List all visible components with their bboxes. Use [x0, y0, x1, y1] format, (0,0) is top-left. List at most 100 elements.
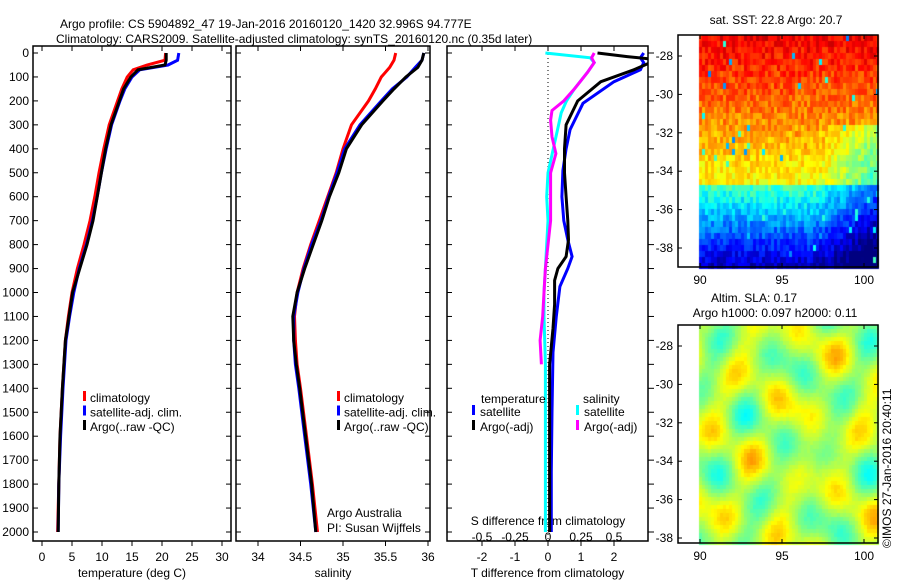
title-line2: Climatology: CARS2009. Satellite-adjuste… [56, 32, 532, 46]
y-tick-label: 1300 [2, 357, 29, 371]
y-tick-label: 800 [9, 238, 29, 252]
y-tick-label: 1000 [2, 286, 29, 300]
x-tick-label: 0 [39, 550, 46, 564]
legend-swatch [472, 405, 475, 415]
x-tick-label: 25 [185, 550, 199, 564]
y-tick-label: 1900 [2, 501, 29, 515]
legend-header-temperature: temperature [481, 392, 546, 406]
legend-label: climatology [90, 391, 150, 405]
x-tick-label: 95 [775, 549, 789, 563]
y-tick-label: -32 [656, 126, 674, 140]
y-tick-label: -36 [656, 493, 674, 507]
x2-tick-label: 0.25 [569, 530, 593, 544]
y-tick-label: 0 [22, 46, 29, 60]
x-axis-label: temperature (deg C) [78, 566, 186, 580]
y-tick-label: -36 [656, 203, 674, 217]
y-tick-label: 2000 [2, 525, 29, 539]
y-tick-label: 900 [9, 262, 29, 276]
y-tick-label: 1700 [2, 453, 29, 467]
map-frame [677, 34, 879, 268]
legend-swatch [83, 420, 86, 430]
legend-label: satellite-adj. clim. [90, 406, 182, 420]
x-tick-label: 0 [545, 550, 552, 564]
legend-label: satellite-adj. clim. [344, 406, 436, 420]
x-tick-label: 15 [125, 550, 139, 564]
x-tick-label: 34.5 [289, 550, 313, 564]
x-tick-label: 95 [775, 273, 789, 287]
series-line-argo-raw-qc- [291, 52, 426, 533]
difference-profile-panel: -2 -1 0 1 2 T difference from climatology -0.5… [446, 45, 654, 580]
x-axis-label: T difference from climatology [471, 566, 625, 580]
y-tick-label: 1800 [2, 477, 29, 491]
legend-swatch [576, 405, 579, 415]
series-line-satellite-adj-clim- [292, 52, 426, 533]
legend-swatch [576, 420, 579, 430]
y-tick-label: 1500 [2, 405, 29, 419]
y-tick-label: 100 [9, 70, 29, 84]
legend-label: Argo(..raw -QC) [90, 420, 175, 434]
x-tick-label: 90 [693, 549, 707, 563]
x-tick-label: 100 [854, 549, 874, 563]
y-tick-label: 500 [9, 166, 29, 180]
legend-swatch [337, 405, 340, 416]
y-tick-label: -38 [656, 241, 674, 255]
x-tick-label: 20 [155, 550, 169, 564]
x-tick-label: 30 [215, 550, 229, 564]
series-line-s-argo-adj- [538, 52, 596, 365]
x-tick-label: -1 [510, 550, 521, 564]
sla-map-title-line2: Argo h1000: 0.097 h2000: 0.11 [693, 306, 858, 320]
x2-tick-label: -0.25 [501, 530, 529, 544]
y-tick-label: 1400 [2, 381, 29, 395]
x-axis-label: salinity [315, 566, 352, 580]
sla-map-title-line1: Altim. SLA: 0.17 [711, 291, 797, 305]
y-tick-label: 700 [9, 214, 29, 228]
y-tick-label: 600 [9, 190, 29, 204]
series-line-t-satellite [549, 52, 646, 532]
x-tick-label: 36 [421, 550, 435, 564]
legend-label: satellite [584, 405, 625, 419]
x-tick-label: 35 [336, 550, 350, 564]
x-tick-label: 1 [578, 550, 585, 564]
y-tick-label: -28 [656, 339, 674, 353]
legend-label: Argo(..raw -QC) [344, 420, 429, 434]
salinity-profile-panel: 34 34.5 35 35.5 36 salinity climatologysatelli… [235, 45, 436, 580]
temperature-profile-panel: 0100200300400500600700800900100011001200… [2, 45, 232, 580]
credit-text: ©IMOS 27-Jan-2016 20:40:11 [880, 388, 894, 548]
x-tick-label: 35.5 [374, 550, 398, 564]
series-line-satellite-adj-clim- [56, 52, 181, 533]
x2-axis-label: S difference from climatology [471, 514, 626, 528]
sst-map-title: sat. SST: 22.8 Argo: 20.7 [710, 13, 843, 27]
plot-frame [32, 45, 232, 542]
y-tick-label: -38 [656, 531, 674, 545]
y-tick-label: -28 [656, 49, 674, 63]
map-frame [677, 324, 879, 544]
x2-tick-label: -0.5 [472, 530, 493, 544]
x-tick-label: 100 [854, 273, 874, 287]
y-tick-label: 200 [9, 94, 29, 108]
sla-map-axes: 90 95 100 -28 -30 -32 -34 -36 -38 Altim. SLA: 0.1… [656, 291, 879, 563]
legend-swatch [337, 391, 340, 401]
y-tick-label: 400 [9, 142, 29, 156]
x-tick-label: 5 [69, 550, 76, 564]
y-tick-label: 1100 [3, 309, 29, 323]
y-tick-label: -32 [656, 416, 674, 430]
title-line1: Argo profile: CS 5904892_47 19-Jan-2016 … [60, 17, 472, 31]
legend-label: satellite [480, 405, 521, 419]
attribution-line1: Argo Australia [327, 506, 402, 520]
legend-swatch [337, 420, 340, 430]
y-tick-label: -30 [656, 377, 674, 391]
legend-label: Argo(-adj) [480, 420, 533, 434]
legend-label: climatology [344, 391, 404, 405]
plot-frame [235, 45, 431, 542]
x2-tick-label: 0.5 [606, 530, 623, 544]
x-tick-label: 2 [611, 550, 618, 564]
y-tick-label: -34 [656, 454, 674, 468]
x-tick-label: 34 [251, 550, 265, 564]
y-tick-label: 300 [9, 118, 29, 132]
attribution-line2: PI: Susan Wijffels [327, 521, 421, 535]
y-tick-label: 1600 [2, 429, 29, 443]
y-tick-label: -34 [656, 164, 674, 178]
y-tick-label: -30 [656, 87, 674, 101]
